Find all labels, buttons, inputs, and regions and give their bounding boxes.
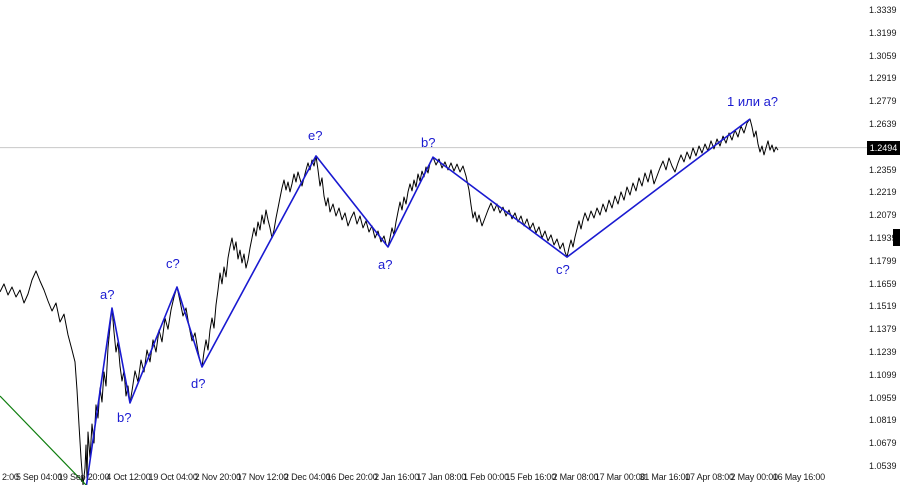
wave-label: a? — [378, 257, 393, 272]
time-axis-label: 19 Oct 04:00 — [148, 472, 198, 482]
time-axis-label: 1 Feb 00:00 — [463, 472, 509, 482]
time-axis-label: 2 Mar 08:00 — [552, 472, 599, 482]
price-axis-label: 1.2919 — [869, 73, 897, 83]
time-axis-label: 2 Jan 16:00 — [374, 472, 420, 482]
current-price-tag: 1.2494 — [867, 141, 900, 155]
wave-label: c? — [556, 262, 570, 277]
price-axis-label: 1.0959 — [869, 393, 897, 403]
time-axis-label: 16 Dec 20:00 — [326, 472, 378, 482]
price-axis-label: 1.3059 — [869, 51, 897, 61]
time-axis-label: 31 Mar 16:00 — [639, 472, 691, 482]
time-axis-label: 15 Feb 16:00 — [505, 472, 557, 482]
price-axis-label: 1.2079 — [869, 210, 897, 220]
price-axis-label: 1.0539 — [869, 461, 897, 471]
wave-label: a? — [100, 287, 115, 302]
price-axis-label: 1.1939 — [869, 233, 897, 243]
time-axis-label: 19 Sep 20:00 — [58, 472, 110, 482]
time-axis-label: 17 Apr 08:00 — [685, 472, 734, 482]
series-elliott-wave-overlay — [85, 118, 751, 485]
price-axis-label: 1.1239 — [869, 347, 897, 357]
price-axis-label: 1.1659 — [869, 279, 897, 289]
right-edge-price-marker — [893, 229, 900, 246]
price-axis-label: 1.3339 — [869, 5, 897, 15]
price-axis-label: 1.1099 — [869, 370, 897, 380]
price-axis-label: 1.2359 — [869, 165, 897, 175]
price-axis-label: 1.3199 — [869, 28, 897, 38]
price-axis-label: 1.1799 — [869, 256, 897, 266]
time-axis-label: 17 Mar 00:00 — [594, 472, 646, 482]
time-axis-label: 2 Nov 20:00 — [194, 472, 242, 482]
wave-label: b? — [117, 410, 132, 425]
time-axis-label: 4 Oct 12:00 — [106, 472, 151, 482]
time-axis-label: 2 Dec 04:00 — [284, 472, 331, 482]
series-price — [0, 118, 779, 485]
wave-label: d? — [191, 376, 206, 391]
time-axis-label: 5 Sep 04:00 — [15, 472, 63, 482]
series-trendline — [0, 395, 87, 485]
time-axis-label: 17 Jan 08:00 — [416, 472, 467, 482]
time-axis-label: 16 May 16:00 — [772, 472, 825, 482]
price-axis-label: 1.2779 — [869, 96, 897, 106]
wave-label: e? — [308, 128, 323, 143]
price-axis-label: 1.2219 — [869, 187, 897, 197]
wave-label: c? — [166, 256, 180, 271]
time-axis-label: 2:00 — [2, 472, 19, 482]
price-axis-label: 1.1379 — [869, 324, 897, 334]
price-axis-label: 1.2639 — [869, 119, 897, 129]
price-axis-label: 1.0819 — [869, 415, 897, 425]
price-axis-label: 1.1519 — [869, 301, 897, 311]
wave-label: b? — [421, 135, 436, 150]
wave-label: 1 или а? — [727, 94, 779, 109]
time-axis-label: 2 May 00:00 — [730, 472, 779, 482]
price-axis-label: 1.0679 — [869, 438, 897, 448]
time-axis-label: 17 Nov 12:00 — [236, 472, 289, 482]
